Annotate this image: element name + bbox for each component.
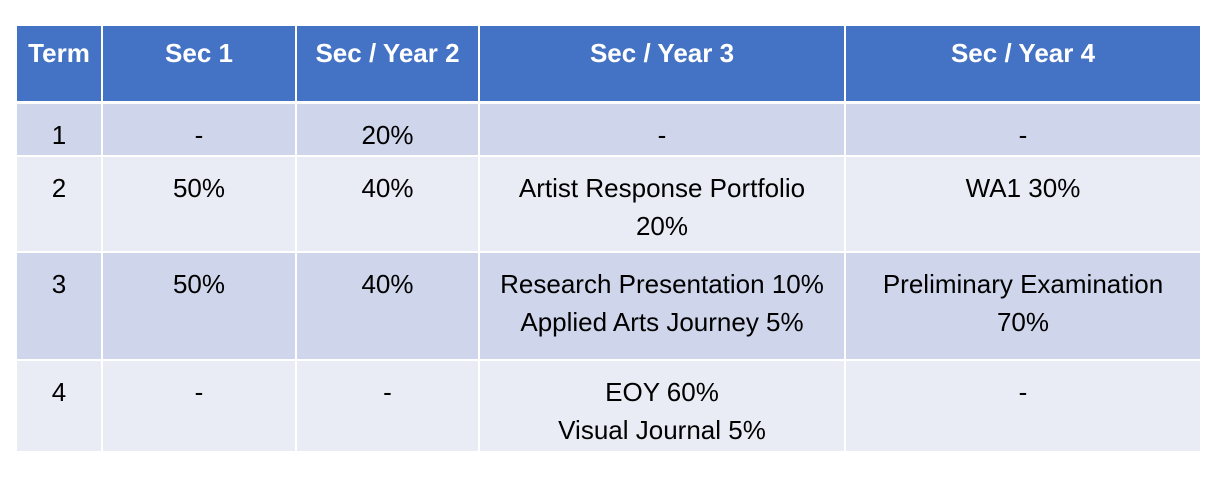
term-cell: 1 (15, 102, 103, 156)
sec-1-cell: - (101, 360, 297, 452)
table-row: 1 - 20% - - (15, 102, 1202, 156)
header-row: Term Sec 1 Sec / Year 2 Sec / Year 3 Sec… (15, 26, 1202, 104)
cell-line: - (1018, 119, 1028, 150)
cell-line: 20% (635, 211, 689, 241)
year-2-cell: - (295, 360, 480, 452)
cell-line: Visual Journal 5% (558, 415, 766, 445)
header-term: Term (15, 26, 103, 104)
sec-1-cell: 50% (101, 156, 297, 252)
term-cell: 3 (15, 252, 103, 360)
sec-1-cell: 50% (101, 252, 297, 360)
year-3-cell: Research Presentation 10% Applied Arts J… (478, 252, 846, 360)
cell-line: EOY 60% (605, 377, 719, 407)
year-2-cell: 20% (295, 102, 480, 156)
cell-line: WA1 30% (965, 173, 1081, 203)
term-cell: 2 (15, 156, 103, 252)
year-4-cell: Preliminary Examination 70% (844, 252, 1202, 360)
cell-line: - (1018, 377, 1028, 407)
year-4-cell: - (844, 360, 1202, 452)
year-4-cell: - (844, 102, 1202, 156)
sec-1-cell: - (101, 102, 297, 156)
term-cell: 4 (15, 360, 103, 452)
table-row: 3 50% 40% Research Presentation 10% Appl… (15, 252, 1202, 360)
header-year-4: Sec / Year 4 (844, 26, 1202, 104)
cell-line: Artist Response Portfolio (518, 173, 806, 203)
header-sec-1: Sec 1 (101, 26, 297, 104)
cell-line: Research Presentation 10% (500, 269, 824, 299)
cell-line: 70% (996, 307, 1050, 337)
header-year-3: Sec / Year 3 (478, 26, 846, 104)
year-4-cell: WA1 30% (844, 156, 1202, 252)
table-row: 2 50% 40% Artist Response Portfolio 20% … (15, 156, 1202, 252)
weighting-table: Term Sec 1 Sec / Year 2 Sec / Year 3 Sec… (15, 26, 1202, 453)
cell-line: - (657, 119, 667, 150)
cell-line: Preliminary Examination (882, 269, 1164, 299)
table-row: 4 - - EOY 60% Visual Journal 5% - (15, 360, 1202, 452)
header-year-2: Sec / Year 2 (295, 26, 480, 104)
year-3-cell: EOY 60% Visual Journal 5% (478, 360, 846, 452)
year-3-cell: - (478, 102, 846, 156)
year-3-cell: Artist Response Portfolio 20% (478, 156, 846, 252)
year-2-cell: 40% (295, 156, 480, 252)
year-2-cell: 40% (295, 252, 480, 360)
cell-line: Applied Arts Journey 5% (520, 307, 804, 337)
